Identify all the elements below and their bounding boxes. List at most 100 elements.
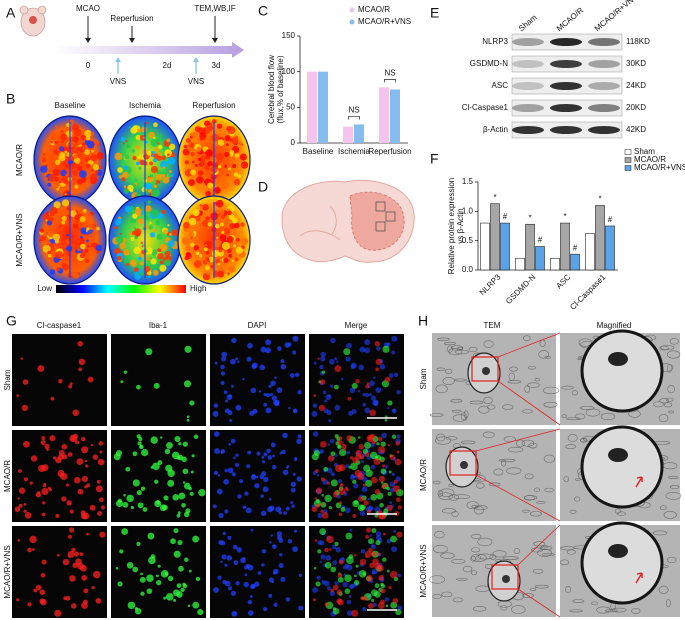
tem-organelle [434,530,445,539]
flow-speckle [184,160,189,165]
if-cell [270,534,273,537]
if-cell [280,359,285,364]
if-cell [289,373,295,378]
tem-organelle [560,559,570,566]
flow-speckle [213,239,222,248]
if-cell [321,370,326,374]
if-cell [184,557,189,562]
bar [490,203,500,271]
if-cell [95,485,103,493]
tem-organelle [528,442,538,449]
flow-speckle [224,151,230,157]
row-label: Sham [419,368,428,389]
if-cell [212,410,219,417]
if-cell [337,440,343,446]
if-cell [285,506,290,511]
if-cell [285,597,291,602]
if-cell [359,510,366,517]
if-cell [384,418,388,422]
if-cell [361,486,368,493]
if-cell [98,497,104,503]
tem-organelle [522,409,533,414]
blot-row-label: NLRP3 [482,37,508,46]
if-cell [334,365,342,372]
if-cell [358,496,364,502]
if-cell [385,604,389,608]
if-cell [247,342,253,349]
if-cell [396,450,400,454]
if-cell [235,357,239,361]
tem-organelle [530,511,542,517]
event-label: Reperfusion [110,14,153,23]
flow-speckle [86,239,89,243]
flow-speckle [155,182,158,185]
if-cell [165,464,173,472]
flow-speckle [154,147,160,153]
if-cell [364,347,371,354]
tem-organelle [508,372,516,381]
if-cell [394,458,402,466]
flow-speckle [77,248,80,251]
tem-organelle [432,593,442,599]
if-cell [328,548,332,551]
legend-marker [624,149,632,155]
if-cell [68,555,71,558]
if-cell [329,384,333,388]
if-cell [338,436,343,441]
significance-mark: # [503,212,508,221]
if-cell [283,511,287,515]
if-cell [173,550,181,558]
if-cell [343,348,351,356]
if-cell [163,596,167,600]
flow-speckle [72,252,76,256]
bar [343,126,353,143]
if-cell [378,446,386,454]
flow-speckle [90,131,95,136]
roi-box [375,221,386,232]
if-cell [213,403,219,408]
if-cell [386,539,392,544]
if-cell [70,603,77,609]
if-cell [391,408,397,414]
x-tick-label: Baseline [303,147,334,156]
bar [550,257,560,271]
if-cell [380,599,385,605]
flow-speckle [135,161,140,166]
flow-speckle [130,217,137,224]
zoom-line [517,524,561,566]
tem-organelle [451,558,466,564]
if-cell [329,590,335,596]
if-cell [121,528,129,535]
if-cell [68,534,72,539]
flow-speckle [183,221,190,229]
tem-organelle [483,340,494,348]
flow-speckle [131,261,137,267]
if-cell [178,565,184,572]
flow-speckle [124,258,130,264]
tem-organelle [667,556,677,564]
flow-speckle [215,223,220,229]
if-cell [122,501,129,508]
if-cell [346,342,352,349]
if-cell [350,462,358,471]
if-cell [376,552,381,557]
if-cell [321,511,329,519]
significance-mark: # [538,236,543,245]
if-cell [392,597,399,604]
if-cell [382,557,387,562]
if-cell [388,585,392,590]
column-header: Reperfusion [192,101,235,110]
if-cell [358,570,367,578]
flow-speckle [135,145,140,150]
flow-speckle [194,163,198,167]
tem-organelle [524,385,530,393]
y-axis-label: vs β-Actin [456,208,465,243]
if-cell [83,588,89,594]
if-cell [78,367,82,372]
if-cell [358,364,365,371]
flow-speckle [205,243,208,247]
bar [515,257,525,271]
if-cell [260,346,267,353]
tem-organelle [543,454,555,463]
if-cell [190,470,194,474]
